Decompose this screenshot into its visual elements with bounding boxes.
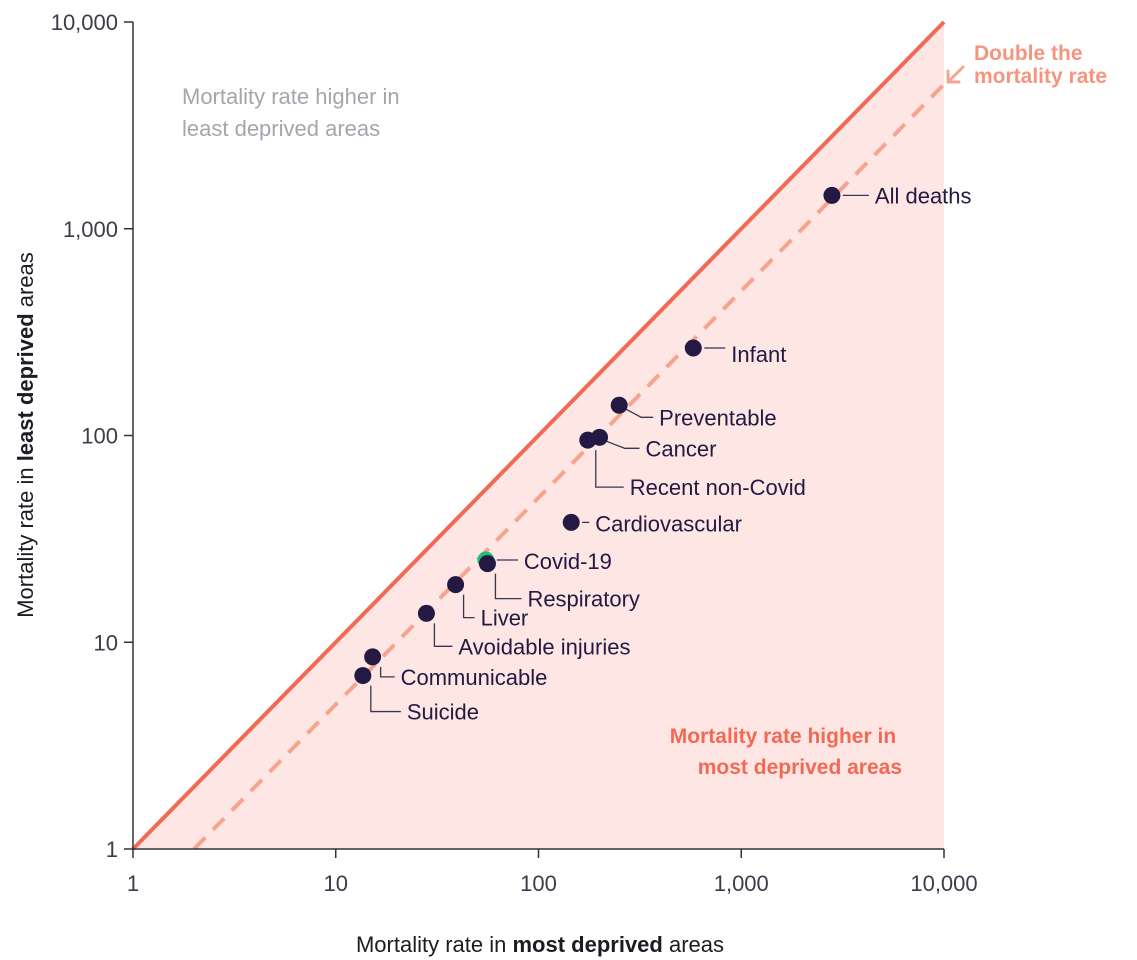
equal-rate-line bbox=[131, 20, 946, 851]
label-leader-lines bbox=[370, 194, 869, 713]
x-tick-label: 10 bbox=[324, 871, 348, 896]
double-line-annotation-line-1: Double the bbox=[974, 42, 1083, 65]
point-avoidable-injuries bbox=[417, 604, 435, 622]
label-liver: Liver bbox=[481, 606, 529, 631]
label-preventable: Preventable bbox=[659, 405, 776, 430]
label-infant: Infant bbox=[731, 342, 786, 367]
x-tick-label: 100 bbox=[520, 871, 557, 896]
leader-liver bbox=[462, 594, 475, 619]
leader-recent-non-covid bbox=[595, 450, 624, 488]
double-line-annotation: Double the mortality rate bbox=[974, 42, 1107, 88]
x-tick-label: 1,000 bbox=[714, 871, 769, 896]
label-cardiovascular: Cardiovascular bbox=[595, 511, 742, 536]
leader-communicable bbox=[379, 666, 395, 678]
lower-region-annotation: Mortality rate higher in most deprived a… bbox=[670, 725, 902, 779]
point-recent-non-covid bbox=[579, 431, 597, 449]
data-points bbox=[354, 186, 841, 685]
y-axis-ticks: 1 10 100 1,000 10,000 bbox=[51, 10, 133, 862]
label-all-deaths: All deaths bbox=[875, 183, 972, 208]
point-infant bbox=[684, 339, 702, 357]
label-respiratory: Respiratory bbox=[527, 587, 639, 612]
label-covid-19: Covid-19 bbox=[524, 549, 612, 574]
lower-region-line-1: Mortality rate higher in bbox=[670, 725, 896, 748]
label-avoidable-injuries: Avoidable injuries bbox=[458, 634, 630, 659]
label-cancer: Cancer bbox=[646, 436, 717, 461]
leader-avoidable-injuries bbox=[433, 623, 453, 647]
point-preventable bbox=[610, 396, 628, 414]
upper-region-annotation: Mortality rate higher in least deprived … bbox=[182, 84, 406, 141]
y-tick-label: 1,000 bbox=[63, 217, 118, 242]
label-recent-non-covid: Recent non-Covid bbox=[630, 475, 806, 500]
x-tick-label: 10,000 bbox=[910, 871, 977, 896]
x-axis-ticks: 1 10 100 1,000 10,000 bbox=[127, 849, 978, 896]
label-suicide: Suicide bbox=[407, 700, 479, 725]
upper-region-line-2: least deprived areas bbox=[182, 116, 380, 141]
x-tick-label: 1 bbox=[127, 871, 139, 896]
leader-respiratory bbox=[494, 573, 522, 600]
y-axis-title: Mortality rate in least deprived areas bbox=[13, 252, 38, 618]
point-communicable bbox=[364, 648, 382, 666]
x-axis-title: Mortality rate in most deprived areas bbox=[356, 932, 724, 957]
double-rate-line bbox=[192, 82, 946, 851]
y-tick-label: 10,000 bbox=[51, 10, 118, 35]
double-line-arrow-icon bbox=[946, 65, 965, 84]
leader-preventable bbox=[625, 408, 654, 418]
point-liver bbox=[447, 576, 465, 594]
lower-region-line-2: most deprived areas bbox=[698, 756, 902, 779]
leader-cancer bbox=[606, 440, 640, 449]
double-line-annotation-line-2: mortality rate bbox=[974, 65, 1107, 88]
y-tick-label: 100 bbox=[81, 424, 118, 449]
point-suicide bbox=[354, 667, 372, 685]
point-cardiovascular bbox=[562, 513, 580, 531]
data-labels: All deaths Infant Preventable Cancer Recent … bbox=[401, 183, 972, 724]
upper-region-line-1: Mortality rate higher in bbox=[182, 84, 400, 109]
label-communicable: Communicable bbox=[401, 665, 548, 690]
y-tick-label: 10 bbox=[94, 630, 118, 655]
y-tick-label: 1 bbox=[106, 837, 118, 862]
point-respiratory bbox=[478, 555, 496, 573]
point-all-deaths bbox=[823, 186, 841, 204]
leader-suicide bbox=[370, 685, 401, 713]
